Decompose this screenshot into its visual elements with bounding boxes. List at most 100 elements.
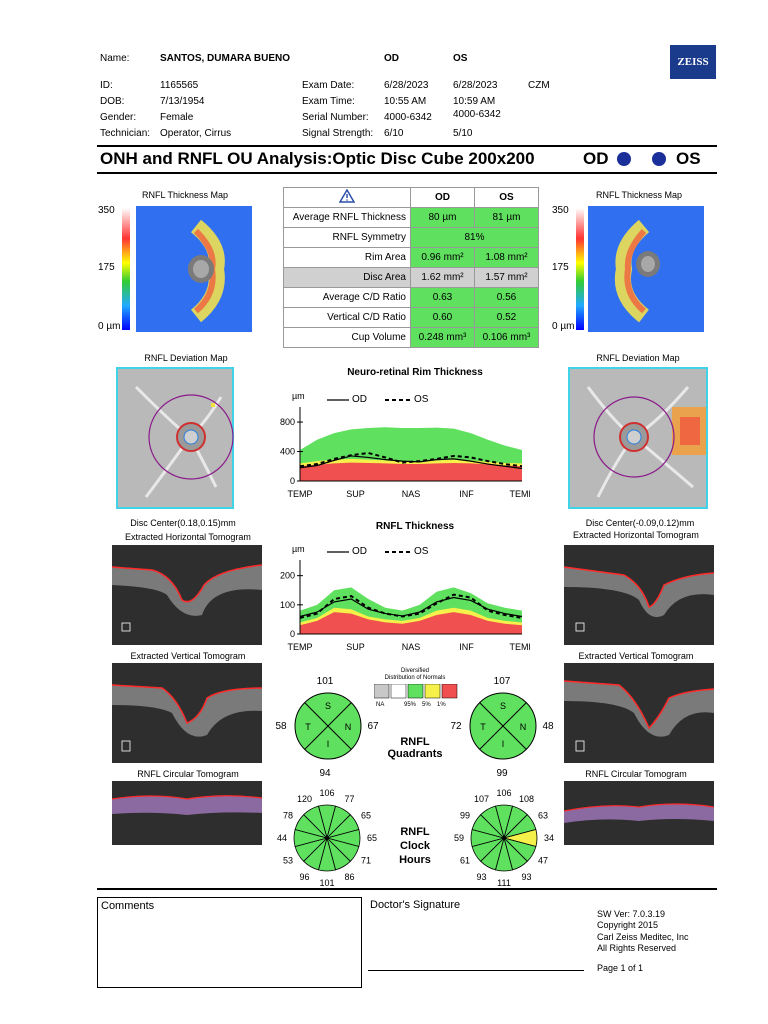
normals-legend [374, 684, 458, 699]
quadrant-letter: N [345, 722, 352, 732]
os-quad-n: 48 [542, 721, 554, 732]
os-circular-tomogram-title: RNFL Circular Tomogram [585, 769, 687, 779]
title-rule-bottom [97, 172, 717, 174]
os-scale-bottom: 0 µm [552, 321, 575, 332]
clock-value: 53 [283, 856, 293, 866]
x-tick-label: TEMP [509, 489, 530, 499]
row-label: Disc Area [283, 267, 411, 288]
os-thickness-map [588, 206, 704, 332]
y-tick-label: 0 [290, 629, 295, 639]
row-os-value: 0.106 mm³ [474, 327, 539, 348]
legend-1: 1% [437, 702, 446, 708]
legend-na: NA [376, 702, 385, 708]
x-tick-label: TEMP [287, 489, 312, 499]
name-label: Name: [100, 53, 130, 64]
od-scale-mid: 175 [98, 262, 115, 273]
clock-value: 71 [361, 856, 371, 866]
od-thickness-map [136, 206, 252, 332]
od-disc-center: Disc Center(0.18,0.15)mm [130, 518, 236, 528]
title-os: OS [676, 149, 701, 168]
patient-name: SANTOS, DUMARA BUENO [160, 53, 291, 64]
exam-time-label: Exam Time: [302, 96, 355, 107]
rnfl-chart-legend [327, 551, 411, 553]
table-row: Vertical C/D Ratio 0.60 0.52 [283, 307, 539, 328]
os-exam-date: 6/28/2023 [453, 80, 498, 91]
patient-id: 1165565 [160, 80, 199, 91]
czm-label: CZM [528, 80, 550, 91]
rim-chart-unit: µm [292, 391, 305, 401]
od-clock-chart: 106 77 65 65 71 86 101 96 53 44 78 120 [277, 788, 377, 888]
clock-hours-label: RNFL Clock Hours [399, 826, 431, 866]
row-od-value: 1.62 mm² [410, 267, 475, 288]
od-header: OD [384, 53, 399, 64]
row-label: Average RNFL Thickness [283, 207, 411, 228]
signal-label: Signal Strength: [302, 128, 374, 139]
serial-label: Serial Number: [302, 112, 369, 123]
quadrant-letter: I [327, 739, 330, 749]
row-os-value: 1.08 mm² [474, 247, 539, 268]
patient-dob: 7/13/1954 [160, 96, 205, 107]
row-os-value: 81 µm [474, 207, 539, 228]
parameter-table: OD OS Average RNFL Thickness 80 µm 81 µm… [283, 187, 539, 348]
od-quad-s: 101 [316, 676, 334, 687]
row-os-value: 1.57 mm² [474, 267, 539, 288]
clock-value: 34 [544, 833, 554, 843]
clock-value: 61 [460, 856, 470, 866]
rim-chart-legend [327, 399, 411, 401]
rim-legend-od: OD [352, 394, 367, 405]
od-deviation-title: RNFL Deviation Map [144, 353, 228, 363]
comments-box[interactable]: Comments [97, 897, 362, 988]
normal-band-red [300, 462, 522, 481]
quadrant-divider [479, 702, 527, 750]
x-tick-label: TEMP [509, 642, 530, 652]
clock-value: 120 [297, 794, 312, 804]
od-exam-time: 10:55 AM [384, 96, 427, 107]
table-head-os: OS [474, 187, 539, 208]
clock-value: 101 [319, 878, 334, 888]
od-thickness-map-title: RNFL Thickness Map [141, 190, 229, 200]
y-tick-label: 100 [280, 600, 295, 610]
table-head-od: OD [410, 187, 475, 208]
rights: All Rights Reserved [597, 943, 677, 953]
rnfl-chart-unit: µm [292, 544, 305, 554]
od-color-scale [122, 208, 130, 330]
technician: Operator, Cirrus [160, 128, 232, 139]
os-disc-center: Disc Center(-0.09,0.12)mm [585, 518, 695, 528]
rim-legend-os: OS [414, 394, 429, 405]
exam-date-label: Exam Date: [302, 80, 355, 91]
row-symmetry-value: 81% [410, 227, 539, 248]
os-deviation-title: RNFL Deviation Map [596, 353, 680, 363]
normal-band-red [300, 612, 522, 634]
od-dot-icon [617, 152, 631, 166]
os-quad-i: 99 [496, 768, 508, 779]
x-tick-label: NAS [402, 489, 421, 499]
row-label: Vertical C/D Ratio [283, 307, 411, 328]
rnfl-chart-title: RNFL Thickness [375, 521, 455, 532]
legend-diversified: Diversified [400, 668, 429, 674]
od-scale-bottom: 0 µm [98, 321, 121, 332]
os-quad-t: 72 [450, 721, 462, 732]
table-row: Average RNFL Thickness 80 µm 81 µm [283, 207, 539, 228]
id-label: ID: [100, 80, 113, 91]
rim-thickness-chart: 0 400 800 TEMP SUP NAS INF TEMP [280, 407, 530, 499]
os-quadrant-chart: S I T N [469, 692, 537, 760]
table-row: RNFL Symmetry 81% [283, 227, 539, 248]
signature-line[interactable] [368, 970, 584, 971]
clock-value: 86 [344, 872, 354, 882]
quadrant-letter: N [520, 722, 527, 732]
quadrant-letter: S [500, 701, 506, 711]
clock-value: 59 [454, 833, 464, 843]
quadrant-letter: T [480, 722, 486, 732]
row-label: RNFL Symmetry [283, 227, 411, 248]
od-vertical-tomogram [112, 663, 262, 763]
x-tick-label: SUP [346, 489, 365, 499]
zeiss-logo: ZEISS [670, 45, 716, 79]
clock-value: 108 [519, 794, 534, 804]
clock-value: 106 [496, 788, 511, 798]
x-tick-label: SUP [346, 642, 365, 652]
signature-label: Doctor's Signature [370, 899, 461, 911]
od-exam-date: 6/28/2023 [384, 80, 429, 91]
warning-icon [283, 187, 411, 208]
od-quad-n: 67 [367, 721, 379, 732]
technician-label: Technician: [100, 128, 151, 139]
